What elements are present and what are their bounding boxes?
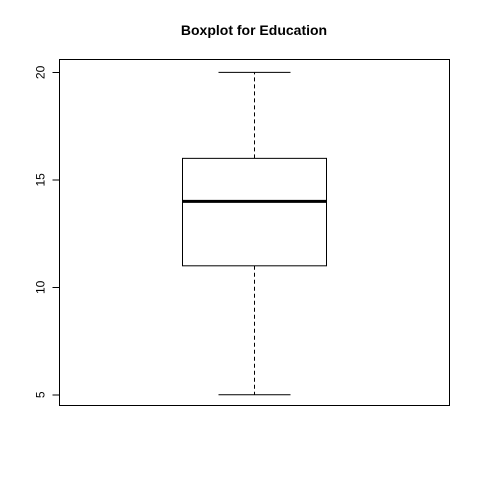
iqr-box — [182, 157, 327, 267]
y-tick-label: 5 — [34, 391, 48, 398]
boxplot-group — [182, 71, 327, 396]
y-tick-label: 20 — [34, 65, 48, 79]
y-axis: 5 10 15 20 — [34, 65, 60, 398]
chart-title: Boxplot for Education — [181, 22, 327, 38]
y-tick-label: 15 — [34, 173, 48, 187]
y-tick-label: 10 — [34, 280, 48, 294]
